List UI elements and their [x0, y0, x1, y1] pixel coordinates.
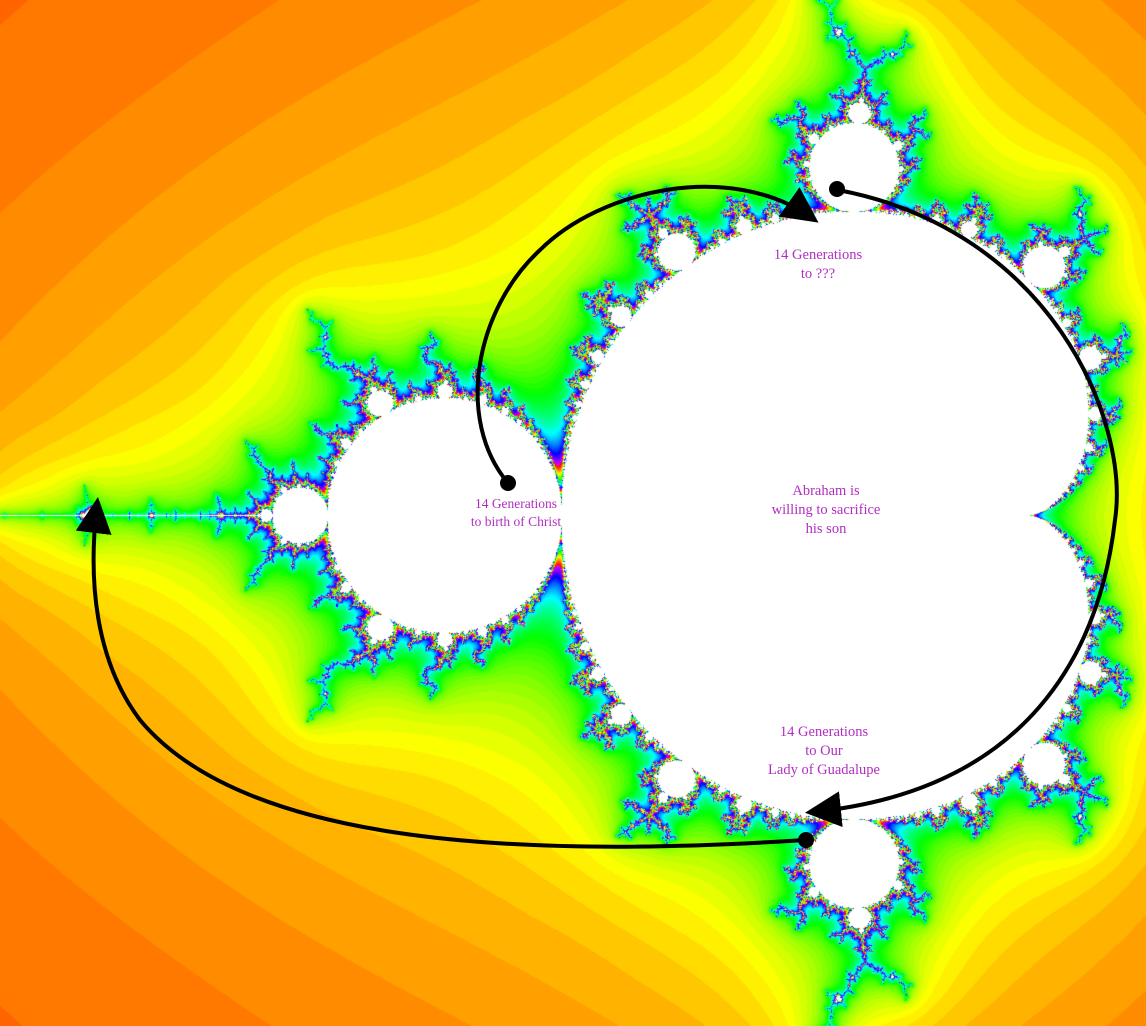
label-our-lady-of-guadalupe: 14 Generations to Our Lady of Guadalupe: [768, 724, 880, 778]
arrow-guadalupe-to-minibrot: [75, 497, 806, 849]
arrow-unknown-to-guadalupe: [805, 188, 1119, 828]
arrow-christ-to-unknown: [475, 184, 819, 485]
origin-dot-christ: [500, 475, 516, 491]
label-abraham: Abraham is willing to sacrifice his son: [771, 483, 881, 537]
origin-dot-guadalupe: [798, 832, 814, 848]
origin-dot-unknown: [829, 181, 845, 197]
label-unknown: 14 Generations to ???: [773, 247, 863, 282]
label-birth-of-christ: 14 Generations to birth of Christ: [470, 496, 562, 529]
